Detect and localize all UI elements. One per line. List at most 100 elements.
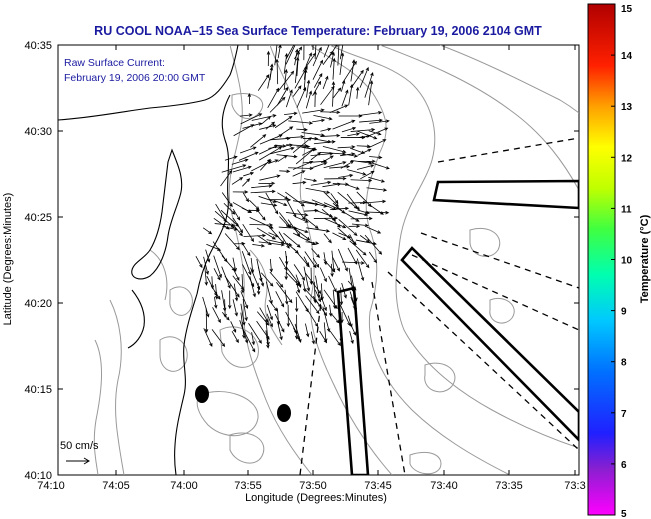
current-vector (356, 258, 365, 282)
current-vector (274, 313, 285, 333)
current-vector (241, 250, 252, 276)
current-vector (223, 202, 236, 215)
current-vector (337, 248, 348, 272)
map-layers (58, 45, 579, 475)
current-vector (310, 331, 316, 345)
current-vector (230, 321, 237, 333)
current-vector (260, 202, 278, 207)
current-vector (303, 256, 309, 267)
current-vector (328, 304, 333, 317)
current-vector (321, 155, 334, 164)
current-vector (366, 187, 388, 192)
current-vector (277, 86, 289, 106)
current-vector (313, 140, 336, 145)
current-vector (294, 65, 308, 89)
current-vector (347, 154, 358, 158)
colorbar-tick-label: 10 (621, 256, 633, 267)
current-vector (214, 284, 219, 300)
current-vector (233, 124, 255, 137)
current-vector (210, 276, 215, 290)
current-vector (341, 126, 357, 133)
current-vector (356, 164, 375, 170)
current-vector (242, 329, 256, 353)
current-vector (258, 145, 279, 155)
current-vector (368, 251, 377, 264)
current-vector (268, 299, 278, 312)
current-vector (305, 52, 312, 66)
current-vector (213, 268, 221, 281)
current-vector (233, 225, 243, 237)
current-vector (265, 330, 270, 349)
current-vector (350, 178, 373, 183)
current-vector (258, 195, 277, 203)
current-vector (338, 232, 352, 239)
current-vector (269, 96, 286, 113)
colorbar-tick-label: 7 (621, 409, 627, 420)
current-vector (203, 328, 213, 347)
current-vector (239, 113, 253, 117)
current-vector (340, 160, 355, 169)
current-vector (349, 240, 367, 256)
current-vector (257, 74, 270, 91)
current-vector (332, 87, 342, 99)
y-tick-label: 40:20 (24, 298, 52, 310)
current-vector (267, 66, 274, 89)
current-vector (220, 169, 233, 187)
current-vector (324, 218, 347, 229)
current-vector (266, 313, 273, 328)
current-vector (202, 227, 213, 235)
colorbar-tick-label: 14 (621, 51, 633, 62)
current-vector (350, 216, 373, 221)
current-vector (232, 268, 240, 281)
current-vector (311, 248, 320, 258)
current-vector (338, 218, 358, 236)
current-vector (346, 184, 360, 190)
y-axis-label: Latitude (Degrees:Minutes) (2, 193, 14, 326)
current-vector (341, 89, 349, 107)
current-vector (292, 137, 312, 154)
inset-line-1: Raw Surface Current: (64, 57, 165, 69)
current-vector (240, 291, 249, 309)
current-vector (312, 161, 328, 168)
current-vector (277, 70, 295, 93)
current-vector (269, 258, 274, 273)
x-tick-label: 74:05 (102, 480, 130, 492)
current-vector (294, 56, 300, 83)
x-tick-label: 73:40 (430, 480, 458, 492)
current-vector (332, 257, 340, 272)
current-vector (240, 303, 246, 326)
x-tick-labels: 74:10 74:05 74:00 73:55 73:50 73:45 73:4… (37, 480, 585, 492)
colorbar-tick-label: 15 (621, 4, 633, 15)
current-vector (304, 305, 319, 328)
current-vector (350, 59, 356, 82)
current-vector (215, 203, 227, 223)
current-vector (338, 173, 354, 178)
current-vector (323, 45, 330, 58)
current-vector (266, 50, 271, 67)
current-vector (286, 304, 291, 328)
current-vector (260, 272, 274, 287)
current-vector (214, 290, 221, 300)
current-vector (260, 115, 272, 125)
y-tick-label: 40:30 (24, 126, 52, 138)
current-vector (313, 216, 339, 220)
current-vector (359, 235, 371, 243)
current-vector (348, 210, 369, 217)
current-vector (240, 113, 263, 125)
current-vector (232, 275, 245, 291)
current-vector (319, 152, 346, 156)
current-vector (232, 217, 244, 234)
current-vector (360, 170, 375, 180)
current-vector (260, 158, 271, 171)
current-vector (285, 135, 305, 139)
x-axis-label: Longitude (Degrees:Minutes) (245, 492, 387, 504)
current-vector (313, 90, 317, 108)
current-vector (259, 174, 281, 181)
current-vector (256, 282, 261, 296)
current-vector (204, 307, 209, 333)
current-vector (269, 271, 284, 288)
y-tick-labels: 40:35 40:30 40:25 40:20 40:15 40:10 (24, 40, 52, 482)
colorbar-label: Temperature (°C) (639, 214, 651, 303)
station-marker (277, 404, 291, 422)
current-vector (248, 323, 262, 344)
